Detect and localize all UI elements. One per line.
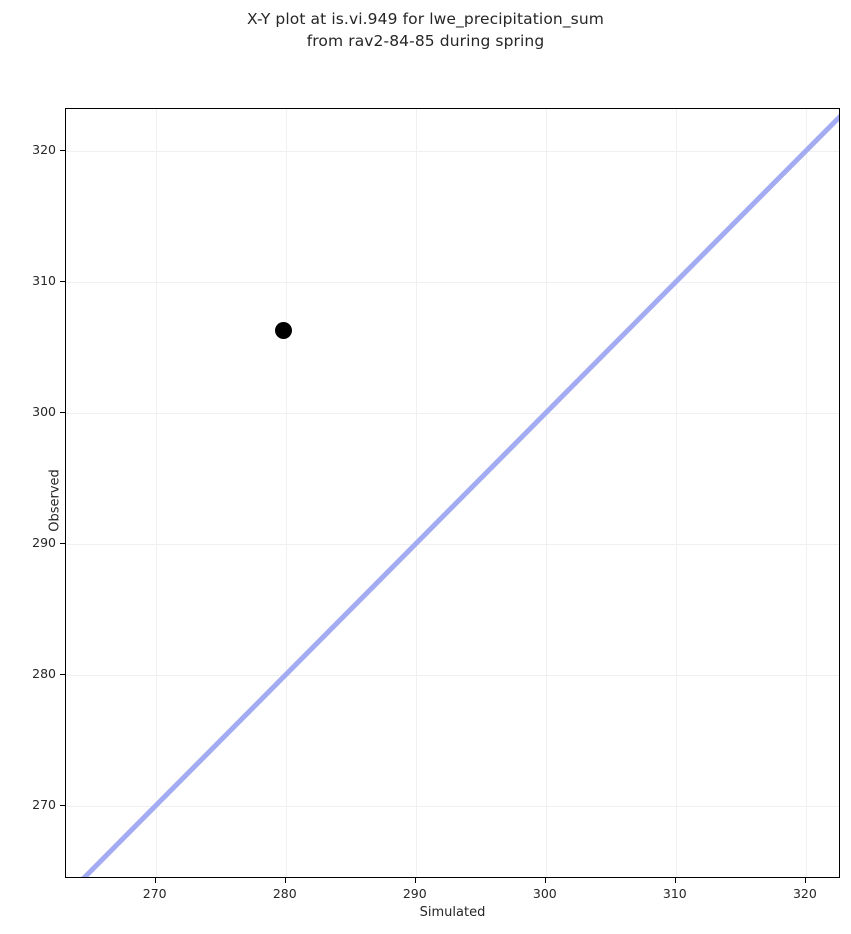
- y-axis-tick: [60, 542, 65, 544]
- x-axis-tick: [154, 878, 156, 883]
- gridline-vertical: [415, 109, 417, 877]
- y-axis-tick: [60, 673, 65, 675]
- gridline-horizontal: [66, 805, 839, 807]
- x-axis-tick-label: 310: [662, 886, 687, 901]
- gridline-vertical: [155, 109, 157, 877]
- y-axis-tick-label: 310: [32, 272, 56, 288]
- y-axis-tick: [60, 804, 65, 806]
- gridline-vertical: [675, 109, 677, 877]
- x-axis-tick-label: 290: [402, 886, 427, 901]
- y-axis-label: Observed: [47, 469, 63, 532]
- gridline-horizontal: [66, 281, 839, 283]
- y-axis-tick-label: 290: [32, 534, 56, 550]
- x-axis-tick-label: 280: [272, 886, 297, 901]
- gridline-vertical: [545, 109, 547, 877]
- one-to-one-reference-line: [81, 114, 839, 877]
- y-axis-tick: [60, 280, 65, 282]
- y-axis-tick-label: 320: [32, 141, 56, 157]
- y-axis-tick: [60, 149, 65, 151]
- x-axis-tick-label: 300: [532, 886, 557, 901]
- y-axis-tick-labels: 270 280 290 300 310 320: [0, 0, 65, 934]
- x-axis-tick: [544, 878, 546, 883]
- y-axis-tick: [60, 411, 65, 413]
- gridline-horizontal: [66, 674, 839, 676]
- x-axis-tick: [674, 878, 676, 883]
- x-axis-tick: [284, 878, 286, 883]
- gridline-horizontal: [66, 150, 839, 152]
- gridline-vertical: [285, 109, 287, 877]
- chart-title: X-Y plot at is.vi.949 for lwe_precipitat…: [247, 10, 604, 50]
- scatter-data-point[interactable]: [274, 321, 292, 339]
- y-axis-tick-label: 300: [32, 403, 56, 419]
- gridline-horizontal: [66, 412, 839, 414]
- x-axis-tick-label: 270: [142, 886, 167, 901]
- x-axis-label: Simulated: [419, 905, 486, 920]
- y-axis-tick-label: 280: [32, 665, 56, 681]
- x-axis-tick: [414, 878, 416, 883]
- plot-area[interactable]: [65, 108, 840, 878]
- x-axis-tick: [804, 878, 806, 883]
- x-axis-tick-label: 320: [792, 886, 817, 901]
- gridline-horizontal: [66, 543, 839, 545]
- gridline-vertical: [805, 109, 807, 877]
- y-axis-tick-label: 270: [32, 796, 56, 812]
